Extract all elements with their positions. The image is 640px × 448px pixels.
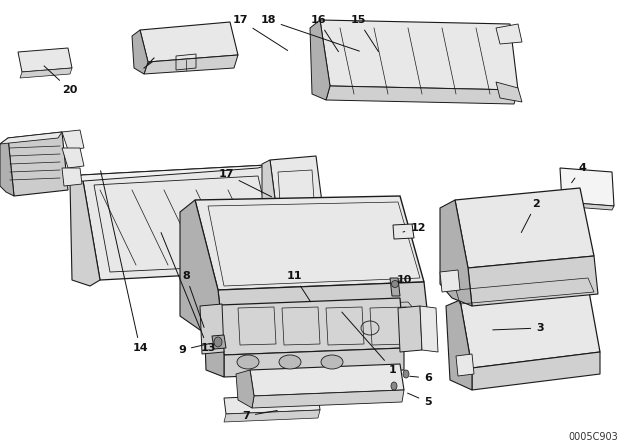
Polygon shape (70, 175, 100, 286)
Polygon shape (456, 354, 474, 376)
Polygon shape (393, 224, 414, 239)
Text: 2: 2 (521, 199, 540, 233)
Polygon shape (468, 256, 598, 306)
Polygon shape (496, 82, 522, 102)
Text: 0005C903: 0005C903 (568, 432, 618, 442)
Polygon shape (270, 156, 324, 222)
Text: 13: 13 (161, 233, 216, 353)
Polygon shape (310, 20, 330, 100)
Ellipse shape (392, 280, 399, 288)
Polygon shape (212, 335, 226, 349)
Text: 12: 12 (403, 223, 426, 233)
Text: 17: 17 (218, 169, 271, 197)
Polygon shape (204, 305, 224, 377)
Text: 3: 3 (493, 323, 544, 333)
Polygon shape (218, 282, 428, 326)
Polygon shape (420, 306, 438, 352)
Text: 10: 10 (396, 275, 412, 285)
Polygon shape (62, 130, 84, 150)
Polygon shape (326, 86, 518, 104)
Polygon shape (560, 168, 614, 206)
Polygon shape (0, 138, 14, 196)
Polygon shape (70, 165, 268, 182)
Text: 7: 7 (242, 410, 277, 421)
Polygon shape (195, 196, 424, 290)
Polygon shape (250, 364, 404, 396)
Polygon shape (472, 352, 600, 390)
Ellipse shape (237, 355, 259, 369)
Ellipse shape (403, 370, 409, 378)
Text: 5: 5 (408, 393, 432, 407)
Ellipse shape (321, 355, 343, 369)
Text: 11: 11 (286, 271, 310, 302)
Polygon shape (446, 300, 472, 390)
Text: 16: 16 (310, 15, 339, 52)
Polygon shape (224, 410, 320, 422)
Polygon shape (0, 132, 62, 144)
Text: 9: 9 (178, 344, 209, 355)
Polygon shape (496, 24, 522, 44)
Ellipse shape (279, 355, 301, 369)
Text: 15: 15 (350, 15, 378, 52)
Ellipse shape (391, 382, 397, 390)
Ellipse shape (214, 337, 222, 347)
Polygon shape (220, 298, 404, 355)
Polygon shape (82, 165, 290, 280)
Polygon shape (200, 304, 224, 354)
Polygon shape (440, 270, 460, 292)
Polygon shape (20, 68, 72, 78)
Polygon shape (560, 202, 614, 210)
Polygon shape (62, 148, 84, 168)
Polygon shape (440, 200, 472, 306)
Polygon shape (252, 390, 404, 408)
Polygon shape (460, 286, 600, 368)
Polygon shape (62, 168, 82, 186)
Polygon shape (398, 306, 422, 352)
Text: 17: 17 (232, 15, 287, 51)
Text: 6: 6 (410, 373, 432, 383)
Polygon shape (144, 55, 238, 74)
Polygon shape (140, 22, 238, 62)
Text: 1: 1 (342, 312, 397, 375)
Polygon shape (224, 394, 320, 414)
Polygon shape (224, 348, 404, 377)
Polygon shape (262, 160, 278, 226)
Text: 14: 14 (100, 171, 148, 353)
Polygon shape (8, 132, 68, 196)
Text: 8: 8 (182, 271, 204, 327)
Text: 4: 4 (572, 163, 586, 183)
Text: 18: 18 (260, 15, 360, 51)
Polygon shape (320, 20, 518, 90)
Polygon shape (18, 48, 72, 72)
Polygon shape (132, 30, 148, 74)
Text: 20: 20 (44, 66, 77, 95)
Polygon shape (390, 278, 400, 296)
Polygon shape (180, 200, 222, 330)
Polygon shape (455, 188, 594, 268)
Polygon shape (236, 370, 254, 408)
